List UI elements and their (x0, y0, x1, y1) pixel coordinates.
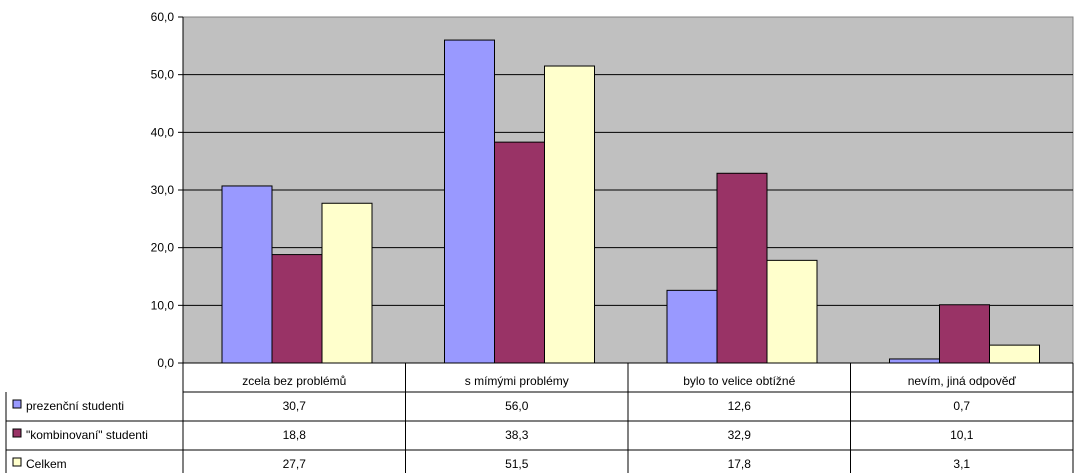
table-value: 51,5 (505, 457, 529, 471)
bar-1-1 (221, 185, 273, 364)
table-value: 38,3 (505, 428, 529, 442)
bar-2-1 (271, 254, 323, 364)
table-value: 27,7 (283, 457, 307, 471)
table-value: 12,6 (728, 399, 752, 413)
legend-key-1 (12, 399, 22, 409)
y-tick-label: 60,0 (151, 10, 175, 24)
bar-2-3 (716, 172, 768, 364)
category-label: nevím, jiná odpověď (908, 374, 1017, 388)
y-tick-label: 0,0 (157, 356, 174, 370)
bar-3-4 (989, 344, 1040, 364)
y-tick-label: 50,0 (151, 68, 175, 82)
category-label: s mímými problémy (465, 374, 569, 388)
legend-key-2 (12, 428, 22, 438)
bar-3-1 (321, 202, 373, 364)
bar-1-2 (444, 39, 495, 364)
y-tick-label: 40,0 (151, 125, 175, 139)
legend-key-3 (12, 457, 22, 467)
category-label: zcela bez problémů (242, 374, 346, 388)
category-label: bylo to velice obtížné (683, 374, 795, 388)
table-value: 3,1 (953, 457, 970, 471)
y-tick-label: 10,0 (151, 298, 175, 312)
bar-3-2 (544, 65, 595, 364)
bar-2-4 (939, 304, 990, 364)
table-value: 32,9 (728, 428, 752, 442)
table-value: 30,7 (283, 399, 307, 413)
legend-label: "kombinovaní" studenti (26, 428, 148, 442)
y-tick-label: 20,0 (151, 241, 175, 255)
bars (221, 39, 1040, 364)
table-value: 56,0 (505, 399, 529, 413)
bar-1-4 (889, 358, 940, 364)
legend-label: prezenční studenti (26, 399, 124, 413)
table-value: 0,7 (953, 399, 970, 413)
y-tick-label: 30,0 (151, 183, 175, 197)
bar-2-2 (494, 141, 545, 364)
table-value: 18,8 (283, 428, 307, 442)
data-table: zcela bez problémů s mímými problémy bylo … (5, 363, 1074, 473)
table-value: 10,1 (950, 428, 974, 442)
bar-1-3 (666, 289, 718, 364)
legend-label: Celkem (26, 457, 67, 471)
table-value: 17,8 (728, 457, 752, 471)
bar-3-3 (766, 259, 818, 364)
